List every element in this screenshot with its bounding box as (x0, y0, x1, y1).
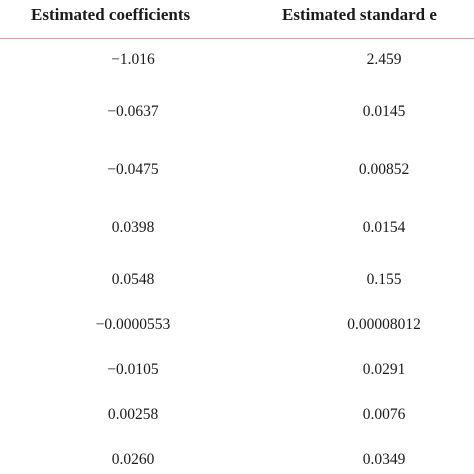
table-cell: 0.00852 (358, 161, 410, 178)
table-cell: −0.0475 (107, 161, 159, 178)
table-cell: −1.016 (111, 51, 155, 68)
table-cell: 0.0291 (362, 361, 406, 378)
table-cell: 0.0260 (111, 451, 155, 468)
header-rule (0, 38, 474, 39)
table-cell: 0.155 (366, 271, 402, 288)
table-cell: 2.459 (366, 51, 402, 68)
table-cell: 0.0349 (362, 451, 406, 468)
table-cell: 0.00008012 (347, 316, 421, 333)
table-cell: −0.0637 (107, 103, 159, 120)
table-cell: −0.0000553 (95, 316, 171, 333)
table-cell: 0.0154 (362, 219, 406, 236)
table-cell: 0.00258 (107, 406, 159, 423)
table-cell: 0.0398 (111, 219, 155, 236)
table-cell: 0.0076 (362, 406, 406, 423)
column-header: Estimated coefficients (31, 5, 191, 24)
table-cell: −0.0105 (107, 361, 159, 378)
table-cell: 0.0548 (111, 271, 155, 288)
column-header: Estimated standard e (282, 5, 437, 24)
table-cell: 0.0145 (362, 103, 406, 120)
